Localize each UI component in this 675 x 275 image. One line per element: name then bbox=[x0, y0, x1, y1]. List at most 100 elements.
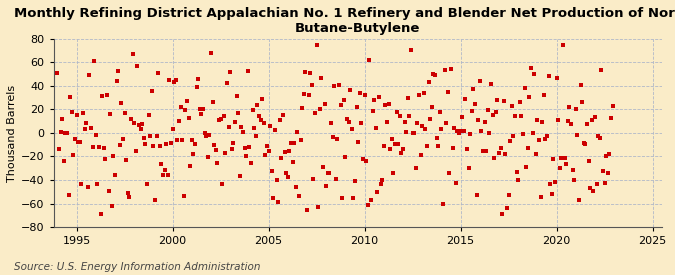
Point bbox=[275, 118, 286, 122]
Point bbox=[522, 145, 533, 150]
Point bbox=[524, 95, 535, 99]
Point bbox=[57, 116, 68, 121]
Point bbox=[498, 99, 509, 103]
Point bbox=[460, 96, 471, 101]
Point bbox=[206, 51, 217, 56]
Point bbox=[570, 107, 581, 111]
Point bbox=[204, 133, 215, 137]
Point bbox=[65, 95, 76, 99]
Point bbox=[545, 182, 556, 186]
Point bbox=[273, 200, 284, 204]
Point bbox=[410, 165, 421, 170]
Point bbox=[551, 76, 562, 81]
Point bbox=[167, 127, 178, 131]
Point bbox=[476, 128, 487, 133]
Point bbox=[233, 111, 244, 115]
Point bbox=[60, 131, 71, 135]
Point bbox=[466, 109, 477, 113]
Point bbox=[323, 171, 333, 175]
Point bbox=[385, 146, 396, 151]
Point bbox=[250, 133, 261, 138]
Point bbox=[201, 133, 212, 138]
Point bbox=[471, 193, 482, 197]
Point bbox=[372, 190, 383, 194]
Point bbox=[230, 120, 240, 125]
Point bbox=[153, 71, 163, 75]
Point bbox=[265, 123, 275, 128]
Point bbox=[354, 91, 365, 95]
Point bbox=[366, 198, 377, 203]
Point bbox=[431, 136, 442, 141]
Point bbox=[305, 71, 316, 76]
Point bbox=[228, 141, 239, 145]
Point bbox=[559, 155, 570, 160]
Point bbox=[508, 134, 519, 138]
Point bbox=[532, 117, 543, 122]
Point bbox=[519, 86, 530, 90]
Point bbox=[381, 120, 392, 125]
Point bbox=[394, 114, 405, 118]
Point bbox=[209, 143, 219, 147]
Point bbox=[259, 121, 269, 125]
Point bbox=[238, 130, 248, 134]
Point bbox=[380, 103, 391, 107]
Point bbox=[66, 109, 77, 114]
Point bbox=[90, 132, 101, 137]
Point bbox=[335, 103, 346, 108]
Point bbox=[564, 105, 575, 109]
Point bbox=[132, 63, 143, 68]
Point bbox=[103, 189, 114, 193]
Point bbox=[371, 126, 381, 130]
Point bbox=[433, 144, 443, 148]
Point bbox=[59, 159, 70, 163]
Point bbox=[472, 117, 483, 122]
Point bbox=[176, 105, 186, 109]
Point bbox=[450, 181, 461, 185]
Point bbox=[177, 138, 188, 142]
Point bbox=[543, 74, 554, 79]
Point bbox=[479, 120, 490, 124]
Point bbox=[374, 95, 385, 99]
Point bbox=[74, 139, 85, 144]
Point bbox=[73, 140, 84, 144]
Point bbox=[199, 131, 210, 136]
Point bbox=[448, 146, 458, 151]
Point bbox=[214, 117, 225, 122]
Point bbox=[353, 140, 364, 144]
Point bbox=[148, 144, 159, 148]
Point bbox=[87, 144, 98, 149]
Point bbox=[535, 195, 546, 200]
Point bbox=[492, 98, 503, 102]
Point bbox=[196, 111, 207, 116]
Point bbox=[257, 97, 268, 101]
Point bbox=[324, 171, 335, 175]
Point bbox=[81, 121, 92, 125]
Point bbox=[412, 120, 423, 125]
Point bbox=[116, 101, 127, 106]
Point bbox=[52, 71, 63, 76]
Point bbox=[462, 147, 472, 152]
Point bbox=[345, 88, 356, 92]
Point bbox=[282, 175, 293, 179]
Point bbox=[122, 191, 133, 196]
Point bbox=[386, 137, 397, 141]
Point bbox=[582, 121, 593, 126]
Point bbox=[329, 84, 340, 88]
Point bbox=[288, 160, 298, 164]
Point bbox=[369, 98, 379, 102]
Point bbox=[337, 196, 348, 200]
Point bbox=[350, 179, 360, 183]
Point bbox=[94, 145, 105, 149]
Point bbox=[534, 138, 545, 142]
Point bbox=[491, 109, 502, 114]
Point bbox=[155, 144, 165, 149]
Point bbox=[422, 143, 433, 148]
Point bbox=[239, 146, 250, 150]
Point bbox=[577, 99, 588, 104]
Point bbox=[138, 135, 149, 140]
Point bbox=[346, 127, 357, 131]
Point bbox=[493, 151, 504, 155]
Point bbox=[156, 162, 167, 167]
Point bbox=[72, 113, 82, 117]
Point bbox=[163, 172, 173, 177]
